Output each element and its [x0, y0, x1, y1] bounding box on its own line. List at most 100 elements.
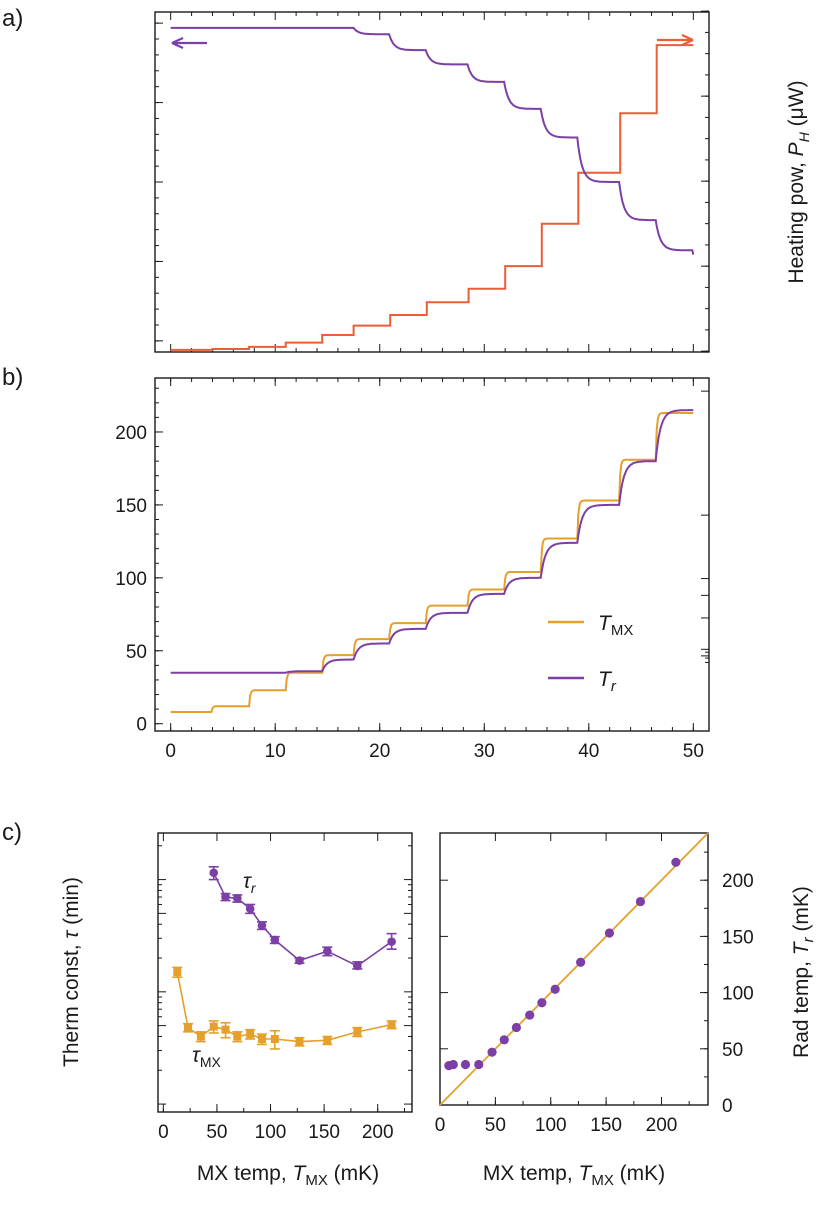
tau-mx-label: τMX	[192, 1044, 222, 1070]
panel-b-y-tick-label: 200	[115, 423, 147, 444]
label-part: (min)	[60, 877, 83, 931]
label-part: T	[790, 940, 813, 955]
label-part: MX temp,	[197, 1162, 293, 1185]
tau-r-point	[323, 946, 332, 956]
label-part: τ	[243, 870, 252, 893]
panel-c-frame	[157, 832, 413, 1113]
panel-a-label: a)	[2, 5, 23, 32]
t-r-vs-t-mx-point	[511, 1022, 522, 1033]
tau-mx-point	[353, 1027, 362, 1036]
label-part: τ	[60, 930, 83, 939]
panel-d-frame	[439, 832, 709, 1106]
panel-c-y-axis-label: Therm const, τ (min)	[60, 877, 83, 1067]
label-part: T	[598, 612, 613, 635]
panel-b-y-tick-label: 100	[115, 569, 147, 590]
tau-mx-point	[196, 1032, 205, 1041]
panel-d-x-tick-label: 200	[646, 1115, 678, 1136]
t-r-vs-t-mx-point	[604, 928, 615, 938]
right-axis-arrow-icon	[657, 33, 694, 47]
panel-d-x-tick-label: 100	[535, 1115, 567, 1136]
tau-mx-point	[246, 1030, 255, 1039]
tau-r-point	[245, 904, 255, 914]
panel-b-x-tick-label: 50	[683, 741, 704, 762]
tau-r-point	[221, 892, 230, 902]
tau-mx-point	[323, 1036, 332, 1045]
label-part: (μW)	[785, 80, 808, 132]
label-part: MX temp,	[483, 1162, 579, 1185]
panel-d-x-tick-label: 0	[435, 1115, 446, 1136]
label-part: H	[796, 131, 812, 142]
label-part: MX	[611, 622, 634, 639]
panel-b-y-tick-label: 150	[115, 496, 147, 517]
t-r-vs-t-mx-point	[635, 896, 646, 907]
tau-r-point	[233, 894, 242, 903]
t-r-line	[170, 409, 694, 674]
label-part: (mK)	[614, 1162, 665, 1185]
t-r-vs-t-mx-point	[525, 1010, 535, 1020]
tau-mx-point	[209, 1022, 218, 1031]
panel-d-y-tick-label: 100	[722, 984, 754, 1005]
label-part: MX	[591, 1172, 614, 1189]
label-part: Therm const,	[60, 939, 83, 1067]
tau-r-point	[257, 921, 267, 930]
label-part: MX	[305, 1172, 328, 1189]
t-mx-line	[170, 412, 694, 713]
panel-d-y-tick-label: 150	[722, 927, 754, 948]
t-r-vs-t-mx-point	[448, 1059, 458, 1070]
panel-c-x-tick-label: 200	[362, 1122, 394, 1143]
tau-r-point	[387, 937, 396, 946]
t-r-vs-t-mx-point	[460, 1059, 471, 1070]
panel-d-x-axis-label: MX temp, TMX (mK)	[483, 1162, 665, 1189]
tau-r-point	[270, 935, 280, 945]
label-part: (mK)	[790, 886, 813, 937]
label-part: MX	[200, 1054, 222, 1070]
panel-a-frame	[154, 11, 710, 353]
t-r-vs-t-mx-point	[474, 1059, 484, 1070]
panel-b-label: b)	[2, 364, 23, 391]
tau-mx-point	[257, 1034, 266, 1043]
panel-b-y-tick-label: 50	[126, 642, 147, 663]
panel-c-x-tick-label: 0	[158, 1122, 169, 1143]
label-part: T	[579, 1162, 594, 1185]
panel-d-x-tick-label: 50	[485, 1115, 506, 1136]
tau-mx-point	[270, 1034, 279, 1043]
panel-b-x-tick-label: 0	[165, 741, 176, 762]
panel-b-frame	[154, 377, 710, 732]
panel-c-label: c)	[2, 819, 22, 846]
panel-c-x-tick-label: 150	[308, 1122, 340, 1143]
panel-b-x-tick-label: 40	[578, 741, 599, 762]
panel-c-x-axis-label: MX temp, TMX (mK)	[197, 1162, 379, 1189]
tau-mx-point	[295, 1037, 304, 1046]
label-part: r	[611, 678, 617, 695]
tau-mx-point	[387, 1020, 396, 1029]
tau-r-point	[353, 961, 362, 971]
label-part: P	[785, 142, 808, 156]
label-part: Heating pow,	[785, 156, 808, 283]
panel-d-y-axis-label: Rad temp, Tr (mK)	[790, 886, 817, 1058]
label-part: (mK)	[328, 1162, 379, 1185]
panel-d-x-tick-label: 150	[590, 1115, 622, 1136]
label-part: r	[251, 880, 257, 896]
tau-mx-point	[221, 1025, 230, 1034]
tau-r-point	[295, 956, 304, 965]
tau-r-point	[209, 868, 219, 878]
panel-d-y-tick-label: 0	[722, 1096, 733, 1117]
tau-r-line	[212, 872, 393, 967]
tau-mx-point	[184, 1023, 193, 1032]
panel-a: a) Heating pow, PH (μW)	[2, 5, 812, 353]
panel-c-x-tick-label: 100	[255, 1122, 287, 1143]
panel-c-x-tick-label: 50	[206, 1122, 227, 1143]
panel-b-x-tick-label: 30	[474, 741, 495, 762]
t-r-vs-t-mx-point	[487, 1047, 497, 1057]
t-r-vs-t-mx-point	[550, 984, 560, 994]
t-r-vs-t-mx-point	[537, 998, 547, 1008]
t-r-vs-t-mx-point	[671, 857, 681, 867]
left-axis-arrow-icon	[171, 36, 207, 50]
label-part: T	[598, 668, 613, 691]
panel-d-y-tick-label: 200	[722, 871, 754, 892]
identity-line	[439, 832, 709, 1106]
